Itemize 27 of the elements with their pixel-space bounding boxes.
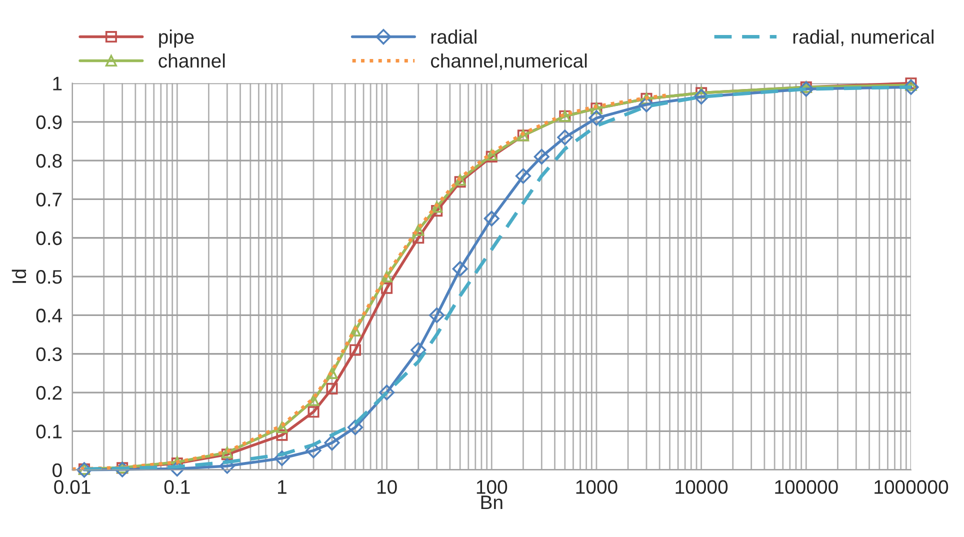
legend-label: radial (431, 30, 476, 44)
x-tick-label: 0.01 (54, 480, 90, 494)
y-tick-label: 1 (53, 76, 62, 90)
y-tick-label: 0 (52, 463, 62, 478)
legend-label: pipe (159, 30, 194, 48)
y-tick-label: 0.3 (36, 347, 62, 362)
x-tick-label: 1 (278, 480, 286, 494)
x-tick-label: 10 (377, 480, 397, 494)
x-tick-label: 10000 (676, 480, 728, 494)
x-tick-label: 1000000 (874, 480, 948, 494)
y-tick-label: 0.8 (36, 154, 62, 168)
y-axis-title: Id (12, 270, 26, 283)
x-tick-label: 1000 (576, 480, 618, 494)
y-tick-label: 0.6 (36, 231, 62, 246)
x-tick-label: 100 (476, 480, 508, 494)
legend-label: channel (158, 53, 225, 68)
y-tick-label: 0.7 (36, 192, 62, 206)
legend-label: radial, numerical (793, 30, 934, 46)
y-tick-label: 0.9 (36, 115, 62, 130)
y-tick-label: 0.1 (36, 424, 62, 438)
x-axis-title: Bn (481, 496, 502, 510)
legend-label: channel,numerical (430, 53, 587, 70)
y-tick-label: 0.4 (36, 308, 62, 322)
y-tick-label: 0.2 (36, 386, 62, 400)
x-tick-label: 100000 (775, 480, 838, 494)
y-tick-label: 0.5 (36, 270, 62, 284)
x-tick-label: 0.1 (164, 480, 190, 494)
